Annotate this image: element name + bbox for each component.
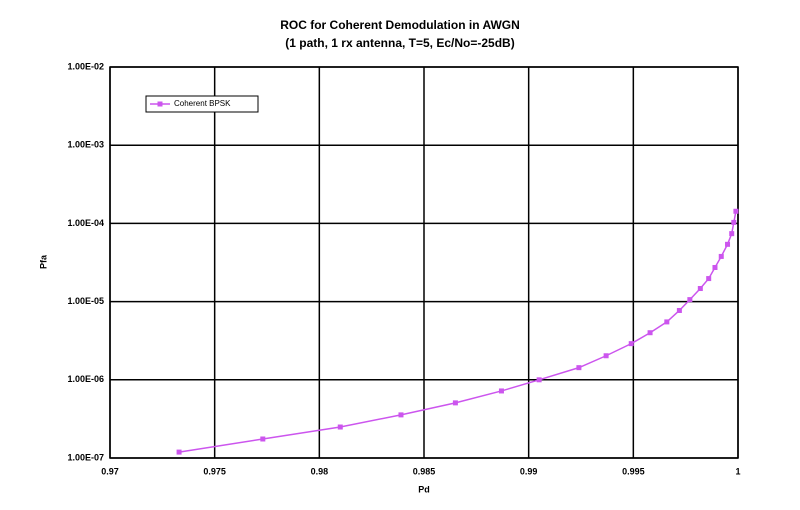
data-point xyxy=(729,231,735,237)
data-point xyxy=(731,219,737,225)
data-point xyxy=(712,264,718,270)
data-point xyxy=(697,286,703,292)
y-tick-label: 1.00E-05 xyxy=(67,296,104,306)
data-point xyxy=(536,377,542,383)
data-point xyxy=(498,388,504,394)
x-axis-label: Pd xyxy=(418,484,430,494)
data-point xyxy=(733,208,739,214)
y-axis-label: Pfa xyxy=(38,254,48,269)
data-point xyxy=(603,353,609,359)
legend-label: Coherent BPSK xyxy=(174,99,231,108)
y-tick-label: 1.00E-03 xyxy=(67,140,104,150)
data-point xyxy=(337,424,343,430)
data-point xyxy=(576,365,582,371)
data-point xyxy=(687,297,693,303)
legend-marker xyxy=(157,101,163,107)
x-tick-label: 0.985 xyxy=(413,466,436,476)
data-point xyxy=(725,241,731,247)
data-point xyxy=(706,276,712,282)
data-point xyxy=(452,400,458,406)
data-point xyxy=(647,330,653,336)
data-point xyxy=(176,449,182,455)
x-tick-label: 0.975 xyxy=(203,466,226,476)
y-tick-label: 1.00E-06 xyxy=(67,374,104,384)
data-point xyxy=(628,341,634,347)
data-point xyxy=(718,253,724,259)
data-point xyxy=(676,307,682,313)
x-tick-label: 0.97 xyxy=(101,466,119,476)
y-tick-label: 1.00E-02 xyxy=(67,61,104,71)
data-point xyxy=(398,412,404,418)
y-tick-label: 1.00E-04 xyxy=(67,218,104,228)
legend-box xyxy=(145,95,259,113)
x-tick-label: 0.98 xyxy=(311,466,329,476)
data-point xyxy=(260,436,266,442)
chart-subtitle: (1 path, 1 rx antenna, T=5, Ec/No=-25dB) xyxy=(285,36,514,50)
x-tick-label: 0.99 xyxy=(520,466,538,476)
series-line xyxy=(178,211,737,453)
y-tick-label: 1.00E-07 xyxy=(67,452,104,462)
x-tick-label: 1 xyxy=(735,466,740,476)
x-tick-label: 0.995 xyxy=(622,466,645,476)
data-point xyxy=(664,319,670,325)
chart-title: ROC for Coherent Demodulation in AWGN xyxy=(280,18,520,32)
